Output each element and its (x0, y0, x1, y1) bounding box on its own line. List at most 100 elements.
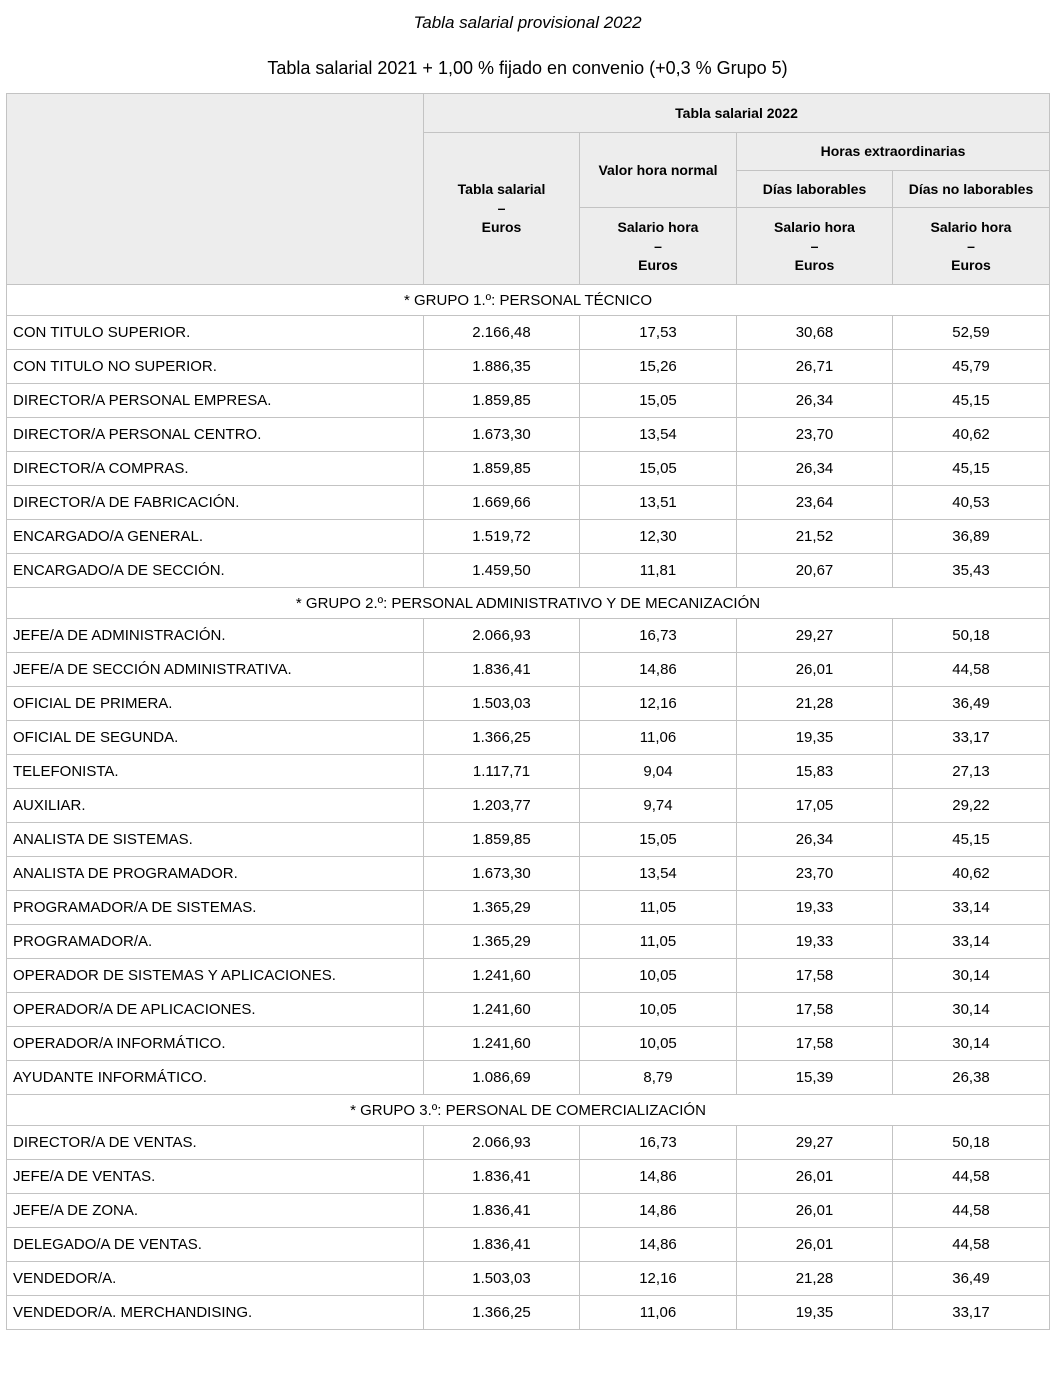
table-row: VENDEDOR/A. MERCHANDISING. 1.366,25 11,06 1… (6, 1295, 1051, 1330)
value-cell: 30,14 (891, 958, 1051, 993)
table-row: ENCARGADO/A DE SECCIÓN. 1.459,50 11,81 20,6… (6, 553, 1051, 588)
header-non-working-days: Días no laborables (891, 170, 1051, 208)
table-row: OFICIAL DE SEGUNDA. 1.366,25 11,06 19,35 33,… (6, 720, 1051, 755)
value-cell: 19,33 (736, 890, 893, 925)
value-cell: 1.366,25 (423, 720, 580, 755)
category-cell: DIRECTOR/A DE VENTAS. (6, 1125, 424, 1160)
value-cell: 45,15 (891, 451, 1051, 486)
value-cell: 50,18 (891, 618, 1051, 653)
header-hour-salary-normal: Salario hora – Euros (579, 207, 737, 285)
table-row: CON TITULO NO SUPERIOR. 1.886,35 15,26 26,7… (6, 349, 1051, 384)
table-row: OFICIAL DE PRIMERA. 1.503,03 12,16 21,28 36,… (6, 686, 1051, 721)
value-cell: 19,35 (736, 720, 893, 755)
header-salary-column: Tabla salarial – Euros (423, 132, 580, 285)
header-year-title: Tabla salarial 2022 (422, 93, 1051, 133)
category-cell: CON TITULO SUPERIOR. (6, 315, 424, 350)
header-salary-column-line1: Tabla salarial (457, 181, 546, 197)
category-cell: PROGRAMADOR/A DE SISTEMAS. (6, 890, 424, 925)
value-cell: 8,79 (579, 1060, 737, 1095)
header-row-year: Tabla salarial 2022 (6, 93, 1051, 285)
header-hour-salary-line1: Salario hora (930, 218, 1012, 235)
value-cell: 11,81 (579, 553, 737, 588)
value-cell: 14,86 (579, 1227, 737, 1262)
table-row: JEFE/A DE ADMINISTRACIÓN. 2.066,93 16,73 29… (6, 618, 1051, 653)
table-row: OPERADOR/A INFORMÁTICO. 1.241,60 10,05 17,5… (6, 1026, 1051, 1061)
corner-cell (6, 93, 424, 285)
salary-table-header: Tabla salarial 2022 Tabla salarial – Eur… (6, 93, 1051, 285)
category-cell: CON TITULO NO SUPERIOR. (6, 349, 424, 384)
value-cell: 17,58 (736, 992, 893, 1027)
value-cell: 10,05 (579, 1026, 737, 1061)
value-cell: 26,38 (891, 1060, 1051, 1095)
value-cell: 11,06 (579, 720, 737, 755)
value-cell: 44,58 (891, 1159, 1051, 1194)
header-hour-salary-dash: – (654, 237, 662, 254)
value-cell: 23,64 (736, 485, 893, 520)
value-cell: 14,86 (579, 1159, 737, 1194)
table-row: DIRECTOR/A DE FABRICACIÓN. 1.669,66 13,51 2… (6, 485, 1051, 520)
table-row: OPERADOR/A DE APLICACIONES. 1.241,60 10,05… (6, 992, 1051, 1027)
value-cell: 1.836,41 (423, 1159, 580, 1194)
value-cell: 14,86 (579, 652, 737, 687)
value-cell: 1.519,72 (423, 519, 580, 554)
table-row: TELEFONISTA. 1.117,71 9,04 15,83 27,13 (6, 754, 1051, 789)
category-cell: OPERADOR DE SISTEMAS Y APLICACIONES. (6, 958, 424, 993)
value-cell: 21,52 (736, 519, 893, 554)
header-overtime: Horas extraordinarias (735, 132, 1051, 171)
value-cell: 2.066,93 (423, 1125, 580, 1160)
value-cell: 40,53 (891, 485, 1051, 520)
value-cell: 17,05 (736, 788, 893, 823)
category-cell: VENDEDOR/A. (6, 1261, 424, 1296)
category-cell: AUXILIAR. (6, 788, 424, 823)
value-cell: 15,05 (579, 822, 737, 857)
document-title: Tabla salarial provisional 2022 (413, 13, 642, 32)
value-cell: 44,58 (891, 1193, 1051, 1228)
table-row: PROGRAMADOR/A. 1.365,29 11,05 19,33 33,14 (6, 924, 1051, 959)
value-cell: 1.365,29 (423, 924, 580, 959)
group-header-label: * GRUPO 1.º: PERSONAL TÉCNICO (5, 284, 1051, 316)
value-cell: 33,14 (891, 924, 1051, 959)
category-cell: DIRECTOR/A PERSONAL EMPRESA. (6, 383, 424, 418)
value-cell: 26,34 (736, 822, 893, 857)
value-cell: 44,58 (891, 652, 1051, 687)
table-row: VENDEDOR/A. 1.503,03 12,16 21,28 36,49 (6, 1261, 1051, 1296)
value-cell: 40,62 (891, 417, 1051, 452)
value-cell: 1.241,60 (423, 1026, 580, 1061)
value-cell: 13,54 (579, 417, 737, 452)
value-cell: 17,58 (736, 1026, 893, 1061)
value-cell: 11,06 (579, 1295, 737, 1330)
value-cell: 11,05 (579, 924, 737, 959)
header-row-units: Salario hora – Euros Salario hora – Euro… (7, 207, 1051, 285)
table-row: DELEGADO/A DE VENTAS. 1.836,41 14,86 26,01 4… (6, 1227, 1051, 1262)
header-row-groups: Tabla salarial – Euros Valor hora normal… (7, 132, 1051, 285)
category-cell: ENCARGADO/A GENERAL. (6, 519, 424, 554)
value-cell: 16,73 (579, 618, 737, 653)
header-hour-salary-line3: Euros (794, 256, 835, 273)
header-hour-salary-dash: – (810, 237, 819, 254)
value-cell: 17,53 (579, 315, 737, 350)
value-cell: 16,73 (579, 1125, 737, 1160)
header-hour-salary-line1: Salario hora (774, 218, 855, 235)
value-cell: 26,01 (736, 1159, 893, 1194)
category-cell: TELEFONISTA. (6, 754, 424, 789)
value-cell: 36,49 (891, 1261, 1051, 1296)
value-cell: 21,28 (736, 1261, 893, 1296)
value-cell: 44,58 (891, 1227, 1051, 1262)
value-cell: 1.836,41 (423, 1193, 580, 1228)
value-cell: 2.166,48 (423, 315, 580, 350)
value-cell: 45,15 (891, 822, 1051, 857)
value-cell: 36,89 (891, 519, 1051, 554)
value-cell: 50,18 (891, 1125, 1051, 1160)
value-cell: 21,28 (736, 686, 893, 721)
value-cell: 1.859,85 (423, 451, 580, 486)
value-cell: 1.366,25 (423, 1295, 580, 1330)
category-cell: VENDEDOR/A. MERCHANDISING. (6, 1295, 424, 1330)
value-cell: 27,13 (891, 754, 1051, 789)
table-row: AUXILIAR. 1.203,77 9,74 17,05 29,22 (6, 788, 1051, 823)
value-cell: 29,22 (891, 788, 1051, 823)
value-cell: 40,62 (891, 856, 1051, 891)
header-hour-salary-line3: Euros (951, 256, 991, 273)
value-cell: 1.886,35 (423, 349, 580, 384)
value-cell: 1.673,30 (423, 856, 580, 891)
value-cell: 12,30 (579, 519, 737, 554)
